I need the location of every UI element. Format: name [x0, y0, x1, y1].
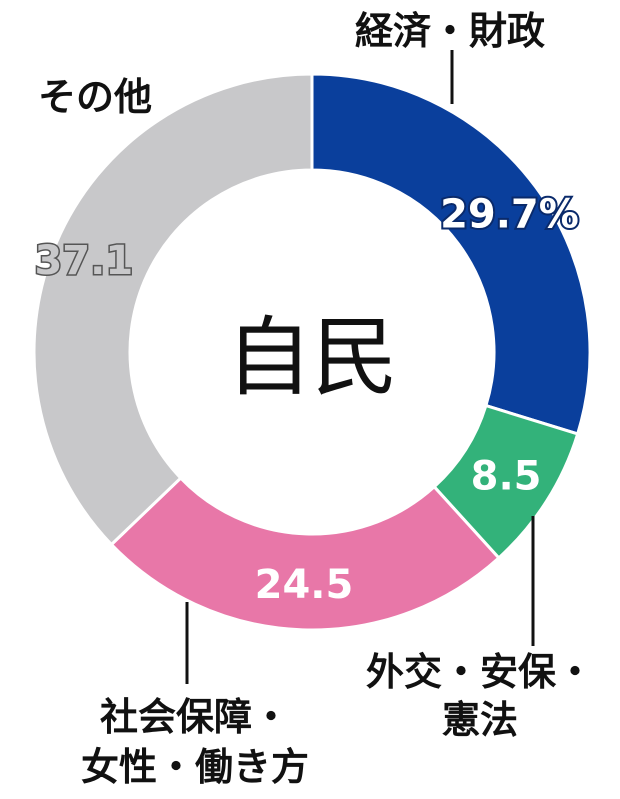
- donut-slices: [32, 72, 592, 632]
- value-labels: 29.7% 8.5 24.5 37.1: [33, 190, 581, 608]
- value-label-4: 37.1: [34, 238, 133, 284]
- slice-3: [109, 475, 501, 632]
- value-label-2: 8.5: [471, 453, 542, 499]
- category-label-2: 外交・安保・憲法: [366, 650, 594, 742]
- value-label-3: 24.5: [255, 562, 354, 608]
- leader-lines: [185, 50, 535, 684]
- value-label-1: 29.7%: [440, 192, 579, 238]
- category-label-3: 社会保障・女性・働き方: [81, 695, 309, 789]
- category-label-1: 経済・財政: [355, 9, 545, 53]
- slice-1: [310, 72, 592, 436]
- slice-4: [32, 72, 314, 547]
- center-label: 自民: [226, 308, 398, 408]
- category-label-4: その他: [38, 75, 152, 119]
